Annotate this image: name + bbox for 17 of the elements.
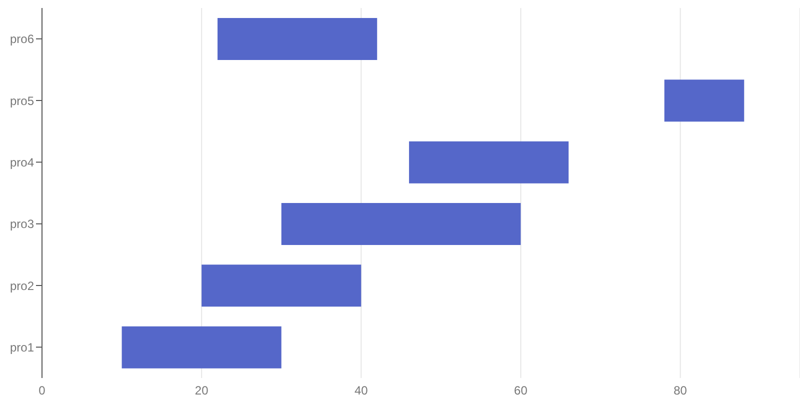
y-tick-label: pro3	[10, 217, 34, 232]
bar	[122, 326, 282, 368]
y-tick-label: pro5	[10, 94, 34, 108]
x-tick-label: 40	[354, 384, 368, 398]
bar	[281, 203, 521, 245]
x-tick-label: 80	[674, 384, 688, 398]
bar	[218, 18, 378, 60]
bar	[202, 264, 362, 307]
bar	[664, 80, 744, 122]
x-tick-label: 60	[514, 384, 528, 398]
y-tick-label: pro6	[10, 32, 34, 46]
y-tick-label: pro1	[10, 340, 34, 354]
y-tick-label: pro2	[10, 278, 34, 293]
bar	[409, 141, 569, 184]
x-tick-label: 20	[194, 384, 209, 398]
y-tick-label: pro4	[10, 155, 34, 170]
x-tick-label: 0	[38, 384, 46, 398]
